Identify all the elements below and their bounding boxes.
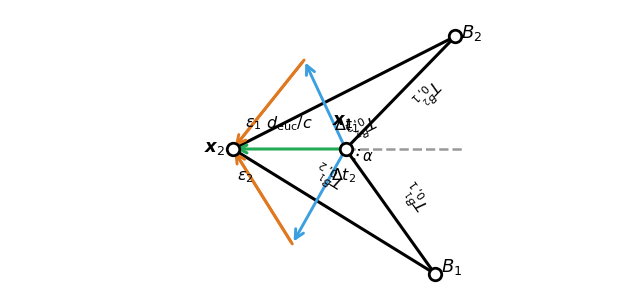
Text: $T_{0,2}^{B_1}$: $T_{0,2}^{B_1}$ (311, 156, 351, 193)
Text: $\boldsymbol{x}_2$: $\boldsymbol{x}_2$ (204, 139, 226, 156)
Text: $\epsilon_2$: $\epsilon_2$ (236, 169, 253, 184)
Text: $T_{0,1}^{B_1}$: $T_{0,1}^{B_1}$ (398, 176, 436, 216)
Text: $T_{0,1}^{B_2}$: $T_{0,1}^{B_2}$ (407, 72, 446, 112)
Text: $\alpha$: $\alpha$ (362, 149, 374, 164)
Text: $\Delta t_2$: $\Delta t_2$ (331, 166, 356, 184)
Text: $\Delta t_1$: $\Delta t_1$ (334, 117, 359, 135)
Text: $\boldsymbol{x}_1$: $\boldsymbol{x}_1$ (332, 112, 353, 130)
Text: $\epsilon_1$: $\epsilon_1$ (245, 117, 262, 132)
Text: $B_2$: $B_2$ (461, 23, 482, 43)
Text: $d_{\mathrm{euc}}/c$: $d_{\mathrm{euc}}/c$ (266, 114, 313, 133)
Text: $T_{0,2}^{B_2}$: $T_{0,2}^{B_2}$ (342, 107, 380, 144)
Text: $B_1$: $B_1$ (441, 257, 462, 277)
